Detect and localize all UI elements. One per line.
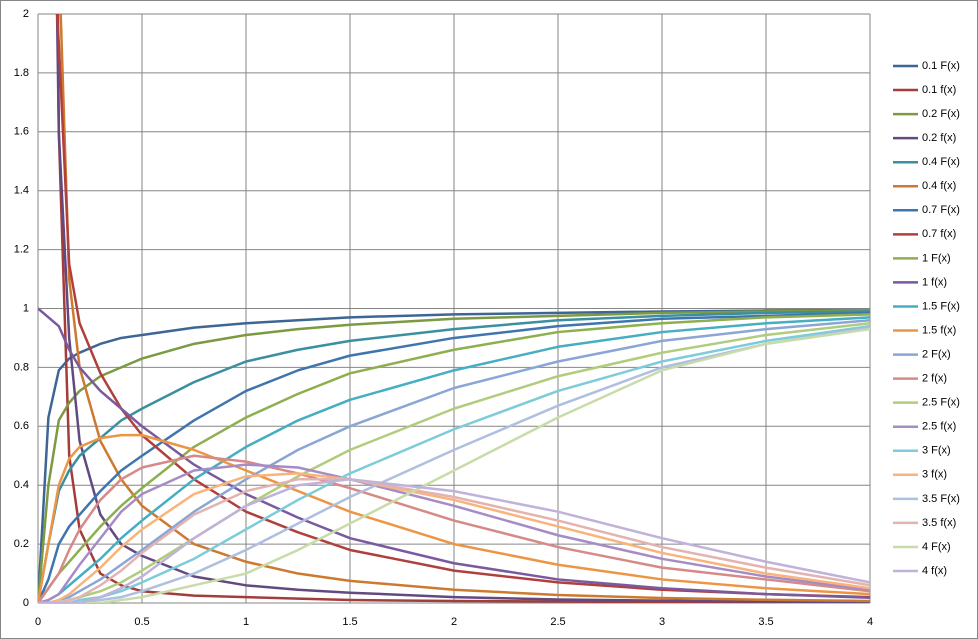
legend-label: 4 F(x) — [922, 541, 951, 553]
legend-label: 1 F(x) — [922, 252, 951, 264]
series-line — [38, 326, 870, 603]
x-tick-label: 2 — [451, 616, 457, 628]
series-line — [38, 311, 870, 603]
y-tick-label: 1.2 — [14, 244, 29, 256]
series-line — [38, 307, 870, 599]
y-tick-label: 0.2 — [14, 538, 29, 550]
series-line — [38, 463, 870, 603]
series-line — [38, 319, 870, 603]
legend-label: 1.5 f(x) — [922, 324, 956, 336]
series-line — [38, 472, 870, 603]
legend-label: 3 f(x) — [922, 469, 947, 481]
x-tick-label: 4 — [867, 616, 873, 628]
legend-label: 3.5 f(x) — [922, 517, 956, 529]
series-line — [38, 308, 870, 603]
series-line — [38, 316, 870, 603]
y-tick-label: 0 — [23, 597, 29, 609]
legend-label: 1 f(x) — [922, 276, 947, 288]
legend-label: 0.4 F(x) — [922, 156, 960, 168]
plot-area — [38, 14, 870, 603]
legend-label: 0.4 f(x) — [922, 180, 956, 192]
series-line — [38, 478, 870, 603]
legend-label: 0.2 f(x) — [922, 132, 956, 144]
series-line — [38, 324, 870, 603]
legend: 0.1 F(x) 0.1 f(x) 0.2 F(x) 0.2 f(x) 0.4 F(x)… — [893, 60, 960, 577]
y-tick-label: 0.4 — [14, 479, 29, 491]
legend-label: 2.5 f(x) — [922, 421, 956, 433]
x-tick-label: 2.5 — [550, 616, 565, 628]
x-tick-label: 0 — [35, 616, 41, 628]
y-tick-label: 1.6 — [14, 126, 29, 138]
legend-label: 0.2 F(x) — [922, 108, 960, 120]
series-line — [38, 433, 870, 603]
legend-label: 0.1 f(x) — [922, 84, 956, 96]
series-line — [38, 310, 870, 603]
legend-label: 0.1 F(x) — [922, 60, 960, 72]
x-tick-label: 0.5 — [134, 616, 149, 628]
y-tick-label: 2 — [23, 8, 29, 20]
y-tick-label: 0.8 — [14, 361, 29, 373]
x-tick-label: 3 — [659, 616, 665, 628]
series-line — [38, 313, 870, 603]
legend-label: 3 F(x) — [922, 445, 951, 457]
series-line — [38, 454, 870, 603]
x-tick-label: 3.5 — [758, 616, 773, 628]
x-tick-label: 1 — [243, 616, 249, 628]
legend-label: 1.5 F(x) — [922, 300, 960, 312]
legend-label: 3.5 F(x) — [922, 493, 960, 505]
series-line — [38, 478, 870, 603]
series-line — [56, 14, 870, 603]
legend-label: 0.7 f(x) — [922, 228, 956, 240]
x-tick-label: 1.5 — [342, 616, 357, 628]
y-tick-label: 0.6 — [14, 420, 29, 432]
y-tick-label: 1.8 — [14, 67, 29, 79]
legend-label: 2 f(x) — [922, 373, 947, 385]
series-line — [59, 14, 870, 603]
series-line — [38, 327, 870, 603]
legend-label: 4 f(x) — [922, 565, 947, 577]
series-line — [55, 14, 870, 603]
y-tick-label: 1.4 — [14, 185, 29, 197]
legend-label: 2 F(x) — [922, 348, 951, 360]
legend-label: 0.7 F(x) — [922, 204, 960, 216]
y-tick-label: 1 — [23, 302, 29, 314]
legend-label: 2.5 F(x) — [922, 397, 960, 409]
